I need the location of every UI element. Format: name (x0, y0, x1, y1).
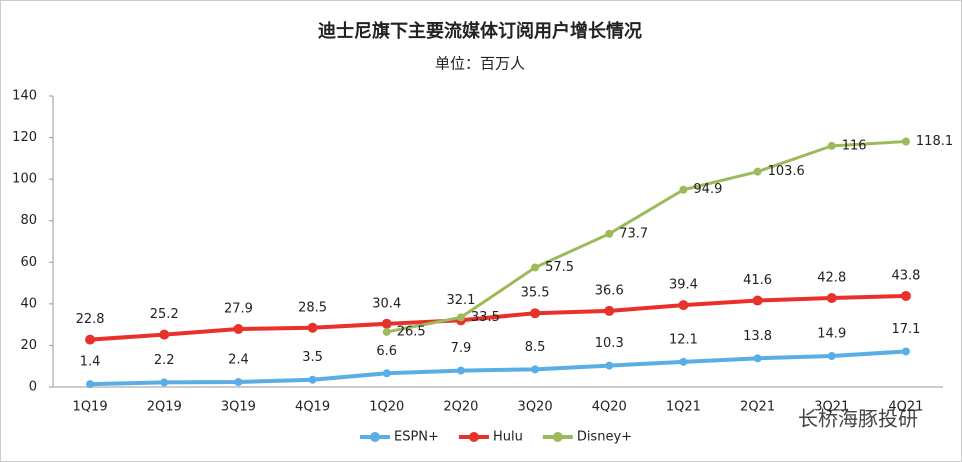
data-label: 2.4 (228, 353, 249, 368)
data-point (679, 185, 688, 194)
series-line (90, 349, 907, 387)
data-point (752, 295, 763, 306)
legend-label: ESPN+ (394, 430, 439, 445)
data-point (160, 378, 169, 387)
data-label: 27.9 (224, 302, 253, 317)
data-point (234, 378, 243, 387)
data-point (531, 263, 540, 272)
y-tick-label: 60 (20, 255, 37, 270)
x-tick-label: 3Q20 (518, 400, 553, 415)
chart-subtitle: 单位：百万人 (435, 55, 525, 73)
data-label: 35.5 (521, 286, 550, 301)
data-point (86, 380, 95, 389)
data-point (381, 318, 392, 329)
data-label: 39.4 (669, 278, 698, 293)
y-tick-label: 20 (20, 338, 37, 353)
data-point (826, 293, 837, 304)
y-tick-label: 100 (12, 172, 37, 187)
x-tick-label: 2Q20 (443, 400, 478, 415)
legend-label: Hulu (493, 430, 523, 445)
x-tick-label: 3Q19 (221, 400, 256, 415)
data-point (456, 313, 465, 322)
x-tick-label: 4Q20 (592, 400, 627, 415)
data-point (901, 137, 910, 146)
data-point (85, 334, 96, 345)
data-label: 41.6 (743, 273, 772, 288)
data-label: 94.9 (693, 182, 722, 197)
x-tick-label: 2Q19 (147, 400, 182, 415)
data-point (827, 141, 836, 150)
data-label: 1.4 (80, 355, 101, 370)
data-label: 22.8 (76, 312, 105, 327)
data-label: 10.3 (595, 336, 624, 351)
x-tick-label: 3Q21 (814, 400, 849, 415)
data-label: 17.1 (891, 322, 920, 337)
data-point (307, 322, 318, 333)
data-label: 118.1 (916, 134, 953, 149)
data-label: 8.5 (525, 340, 546, 355)
data-label: 30.4 (372, 296, 401, 311)
data-point (605, 361, 614, 370)
data-label: 32.1 (446, 293, 475, 308)
data-point (382, 369, 391, 378)
y-tick-label: 80 (20, 213, 37, 228)
data-point (531, 365, 540, 374)
data-point (604, 305, 615, 316)
data-point (233, 324, 244, 335)
data-label: 7.9 (451, 341, 472, 356)
data-label: 14.9 (817, 327, 846, 342)
data-point (382, 327, 391, 336)
data-label: 103.6 (768, 164, 805, 179)
data-point (901, 347, 910, 356)
data-label: 28.5 (298, 300, 327, 315)
data-point (753, 167, 762, 176)
data-point (679, 357, 688, 366)
x-tick-label: 4Q21 (888, 400, 923, 415)
data-label: 33.5 (471, 310, 500, 325)
data-label: 73.7 (619, 226, 648, 241)
data-label: 43.8 (891, 268, 920, 283)
watermark: 长桥海豚投研 (798, 407, 918, 431)
data-label: 12.1 (669, 332, 698, 347)
data-point (530, 308, 541, 319)
data-point (678, 300, 689, 311)
legend-label: Disney+ (577, 430, 632, 445)
data-point (827, 352, 836, 361)
y-tick-label: 140 (12, 89, 37, 104)
data-label: 42.8 (817, 271, 846, 286)
data-point (753, 354, 762, 363)
data-point (456, 366, 465, 375)
chart-title: 迪士尼旗下主要流媒体订阅用户增长情况 (318, 20, 642, 42)
data-label: 25.2 (150, 307, 179, 322)
x-tick-label: 4Q19 (295, 400, 330, 415)
y-tick-label: 120 (12, 130, 37, 145)
data-point (159, 329, 170, 340)
series-line (386, 140, 907, 334)
x-tick-label: 1Q20 (369, 400, 404, 415)
data-label: 2.2 (154, 353, 175, 368)
y-tick-label: 40 (20, 296, 37, 311)
legend-marker (468, 432, 479, 442)
data-point (605, 229, 614, 238)
data-label: 3.5 (302, 350, 323, 365)
data-label: 57.5 (545, 260, 574, 275)
legend-marker (370, 432, 380, 442)
x-tick-label: 2Q21 (740, 400, 775, 415)
series-line (89, 293, 906, 342)
data-label: 36.6 (595, 283, 624, 298)
data-point (308, 375, 317, 384)
data-label: 26.5 (397, 324, 426, 339)
data-point (900, 290, 911, 301)
x-tick-label: 1Q21 (666, 400, 701, 415)
legend-marker (552, 432, 563, 442)
y-tick-label: 0 (29, 380, 37, 395)
data-label: 6.6 (376, 344, 397, 359)
data-label: 116 (842, 138, 867, 153)
x-tick-label: 1Q19 (73, 400, 108, 415)
data-label: 13.8 (743, 329, 772, 344)
